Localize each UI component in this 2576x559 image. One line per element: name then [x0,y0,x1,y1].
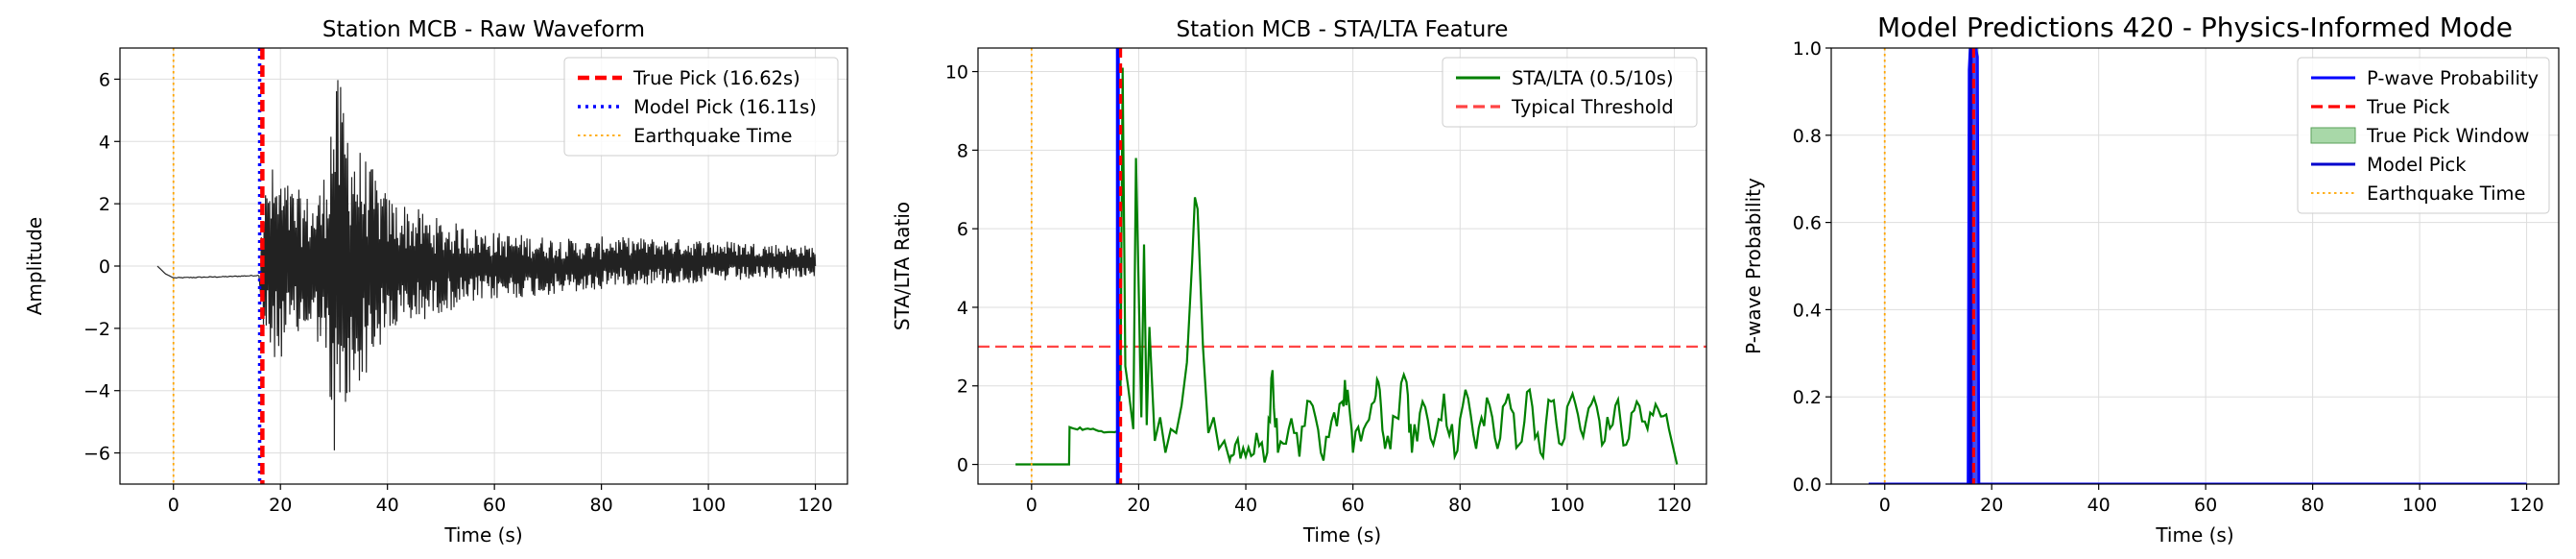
x-tick-label: 60 [1342,495,1365,516]
x-tick-label: 60 [483,495,506,516]
x-tick-label: 100 [691,495,726,516]
ticks: 0 20 40 60 80 100 120 0 2 4 6 8 10 [945,62,1692,516]
chart-waveform: 0 20 40 60 80 100 120 −6 −4 −2 0 2 4 6 Time (s) Amplitu… [23,17,848,547]
y-tick-label: 6 [99,69,110,90]
legend-label: STA/LTA (0.5/10s) [1512,67,1674,89]
chart-title: Station MCB - Raw Waveform [322,17,645,42]
axes-frame [1830,47,2560,485]
x-tick-label: 100 [2402,495,2437,516]
ticks: 0 20 40 60 80 100 120 0.0 0.2 0.4 0.6 0.8 1.0 [1793,38,2544,516]
legend-label: Earthquake Time [2367,182,2526,205]
x-tick-label: 80 [1448,495,1471,516]
y-axis-label: P-wave Probability [1742,178,1765,354]
legend-box [563,57,839,157]
chart-title: Station MCB - STA/LTA Feature [1177,17,1509,42]
x-tick-label: 40 [1234,495,1257,516]
plot-area [1869,48,2527,484]
legend: STA/LTA (0.5/10s) Typical Threshold [1442,57,1698,128]
y-tick-label: 0 [957,455,968,476]
x-tick-label: 100 [1550,495,1585,516]
x-tick-label: 40 [2087,495,2111,516]
x-tick-label: 120 [798,495,832,516]
x-tick-label: 0 [168,495,179,516]
x-tick-label: 120 [2509,495,2543,516]
legend-label: Model Pick [2367,154,2467,176]
y-tick-label: −4 [83,381,110,402]
x-tick-label: 60 [2194,495,2217,516]
y-tick-label: 2 [957,377,968,398]
legend-label: True Pick [2366,96,2450,118]
axes-frame [977,47,1707,485]
legend: P-wave Probability True Pick True Pick Win… [2297,57,2550,214]
legend-label: Earthquake Time [633,125,793,147]
x-tick-label: 120 [1657,495,1691,516]
ticks: 0 20 40 60 80 100 120 −6 −4 −2 0 2 4 6 [83,69,833,516]
x-tick-label: 0 [1879,495,1891,516]
x-tick-label: 0 [1026,495,1038,516]
x-axis-label: Time (s) [443,523,522,547]
legend: True Pick (16.62s) Model Pick (16.11s) Ear… [563,57,839,157]
y-axis-label: Amplitude [23,217,46,316]
stalta-line [1015,67,1679,466]
x-tick-label: 80 [2302,495,2325,516]
y-tick-label: 4 [99,132,110,153]
axes-frame [119,47,848,485]
x-tick-label: 40 [376,495,399,516]
probability-line [1869,48,2527,484]
legend-label: Model Pick (16.11s) [633,96,817,118]
legend-label: Typical Threshold [1511,96,1674,118]
y-tick-label: 0 [99,256,110,278]
plot-area [978,48,1706,484]
y-tick-label: 6 [957,219,968,240]
x-tick-label: 20 [1980,495,2003,516]
y-tick-label: −6 [83,444,110,465]
x-tick-label: 20 [1127,495,1150,516]
y-tick-label: 0.4 [1793,300,1822,321]
x-tick-label: 80 [590,495,613,516]
y-tick-label: 1.0 [1793,38,1822,60]
x-axis-label: Time (s) [2155,523,2233,547]
legend-box [2297,57,2550,214]
y-tick-label: 0.6 [1793,213,1822,234]
y-axis-label: STA/LTA Ratio [891,202,914,330]
y-tick-label: 10 [945,62,968,84]
y-tick-label: 8 [957,140,968,161]
x-axis-label: Time (s) [1302,523,1381,547]
y-tick-label: 0.2 [1793,387,1822,408]
y-tick-label: 0.8 [1793,126,1822,147]
legend-label: True Pick Window [2366,125,2530,147]
legend-swatch [2310,127,2356,144]
y-tick-label: 0.0 [1793,474,1822,496]
y-tick-label: 4 [957,298,968,319]
y-tick-label: 2 [99,194,110,215]
x-tick-label: 20 [269,495,292,516]
legend-label: True Pick (16.62s) [632,67,800,89]
y-tick-label: −2 [83,319,110,340]
plot-area [156,48,817,484]
waveform-line [156,80,817,450]
legend-label: P-wave Probability [2367,67,2539,89]
chart-title: Model Predictions 420 - Physics-Informed… [1877,12,2513,43]
legend-box [1442,57,1698,128]
chart-stalta: 0 20 40 60 80 100 120 0 2 4 6 8 10 Time (s) STA/LTA Ra… [891,17,1707,547]
chart-predictions: 0 20 40 60 80 100 120 0.0 0.2 0.4 0.6 0.8 1.0 Time (s… [1742,12,2560,547]
